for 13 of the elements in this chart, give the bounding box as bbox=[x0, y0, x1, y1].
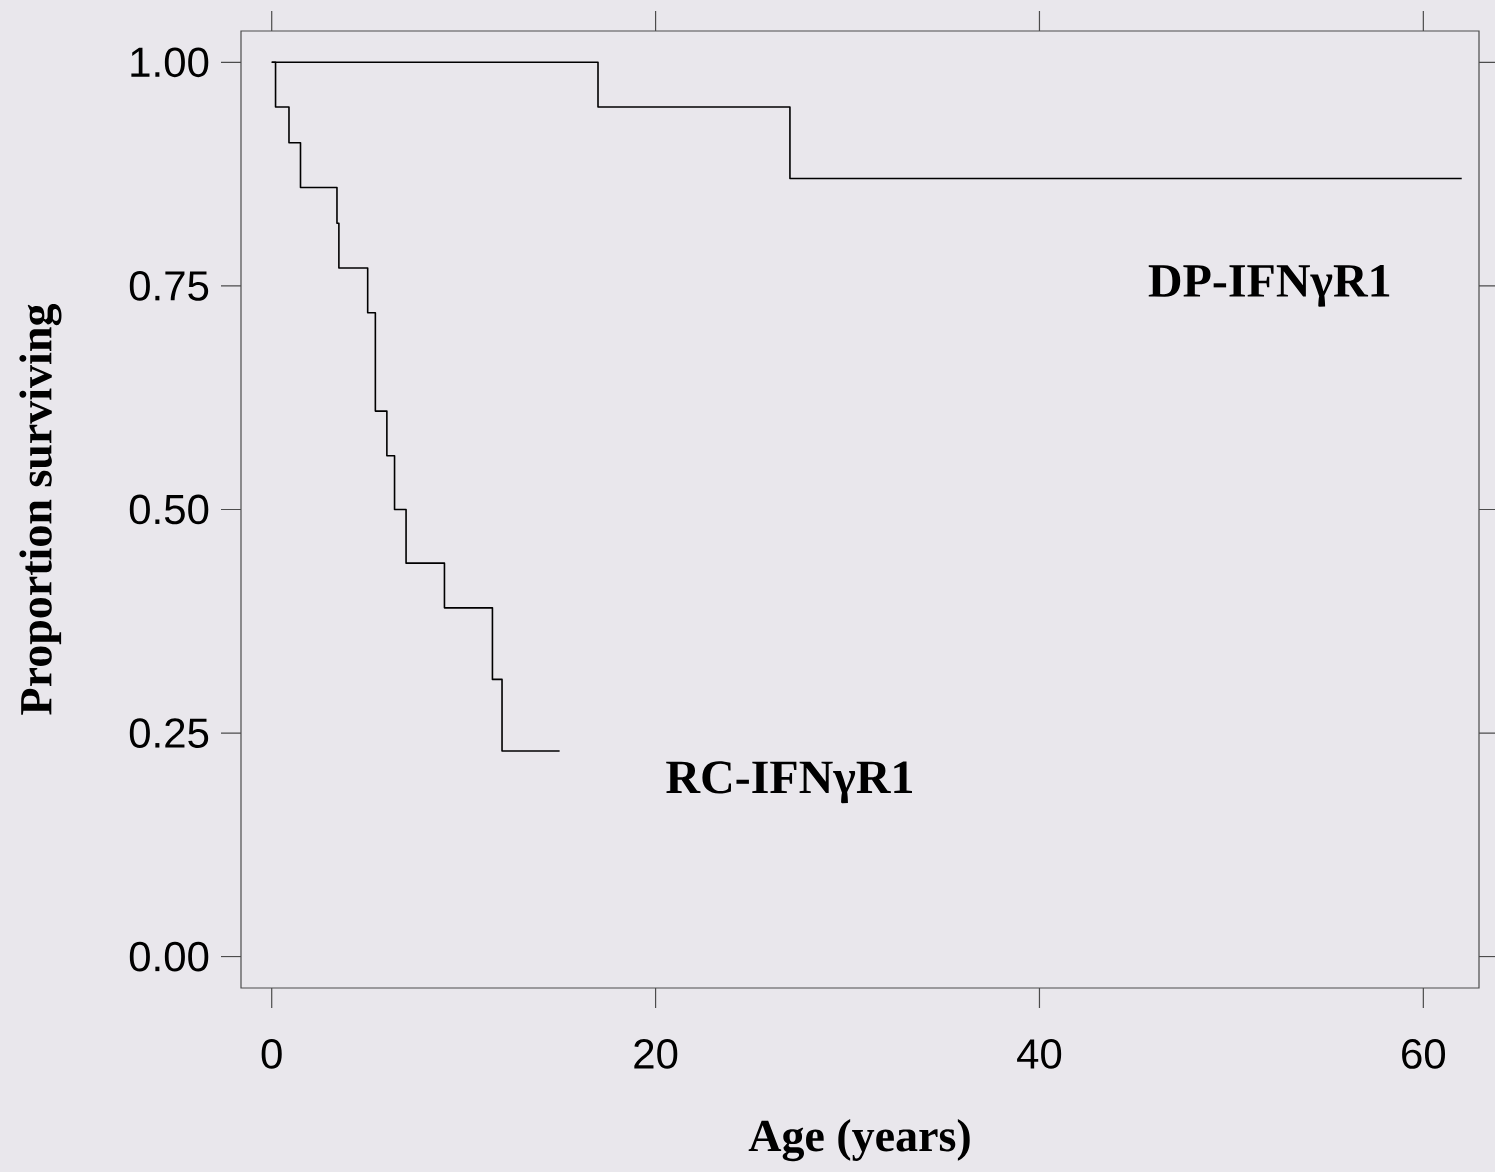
y-tick-label: 0.25 bbox=[129, 718, 209, 748]
y-tick-label: 0.50 bbox=[129, 494, 209, 525]
y-tick-label: 1.00 bbox=[131, 47, 209, 78]
y-axis-title: Proportion surviving bbox=[19, 304, 62, 715]
x-tick-label: 0 bbox=[261, 1039, 282, 1069]
x-tick-label: 40 bbox=[1017, 1039, 1062, 1069]
text: RC-IFNγR1 bbox=[666, 761, 912, 804]
series-label: DP-IFNγR1 bbox=[1148, 264, 1390, 307]
y-tick-label: 0.00 bbox=[129, 941, 209, 972]
x-tick-label: 60 bbox=[1402, 1039, 1446, 1069]
x-axis-title: Age (years) bbox=[748, 1119, 970, 1162]
y-tick-label: 0.75 bbox=[129, 271, 209, 301]
x-tick-label: 20 bbox=[634, 1039, 678, 1069]
